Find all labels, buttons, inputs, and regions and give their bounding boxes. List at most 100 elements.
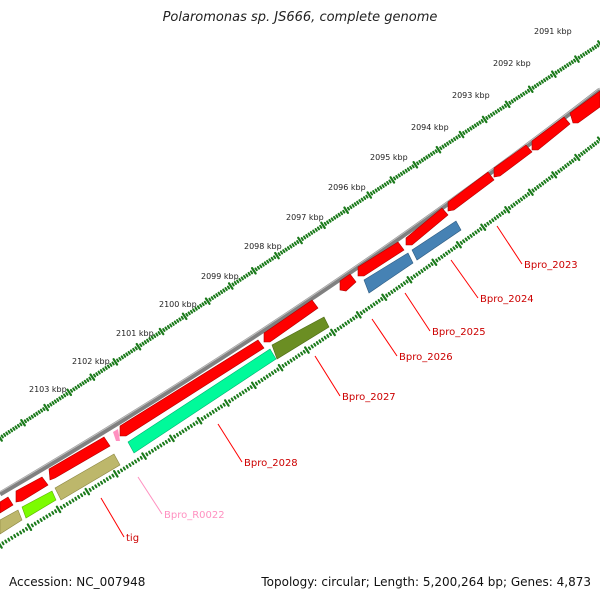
outer-ring-minor-tick — [164, 326, 168, 331]
outer-ring-minor-tick — [319, 224, 323, 229]
outer-ring-minor-tick — [404, 168, 408, 173]
outer-ring-minor-tick — [418, 159, 422, 164]
outer-ring-minor-tick — [51, 401, 55, 405]
inner-ring-minor-tick — [30, 523, 34, 528]
gene-bar-lawngreen[interactable] — [21, 490, 57, 519]
outer-ring-minor-tick — [363, 196, 367, 200]
outer-ring-major-tick — [343, 206, 349, 214]
label-bpro-r0022[interactable]: Bpro_R0022 — [164, 510, 225, 521]
outer-ring-minor-tick — [499, 107, 503, 111]
inner-ring-minor-tick — [175, 432, 180, 437]
connector-bpro-2027 — [314, 355, 341, 397]
outer-ring-minor-tick — [199, 303, 203, 308]
outer-ring-minor-tick — [139, 343, 143, 348]
gene-arrow-bpro-r0022[interactable] — [113, 429, 120, 441]
inner-ring-minor-tick — [536, 185, 540, 189]
gene-arrow-bpro-2028[interactable] — [119, 339, 265, 437]
inner-ring-minor-tick — [181, 429, 185, 434]
outer-ring-minor-tick — [76, 384, 81, 389]
inner-ring-minor-tick — [125, 464, 129, 469]
gene-bar-blue-b[interactable] — [363, 252, 414, 294]
inner-ring-minor-tick — [91, 486, 95, 490]
outer-ring-minor-tick — [109, 363, 113, 367]
gene-bar-blue-a[interactable] — [411, 220, 462, 261]
outer-ring-minor-tick — [510, 99, 514, 104]
inner-ring-minor-tick — [289, 358, 293, 363]
gene-arrow-left-b[interactable] — [15, 476, 49, 503]
inner-ring-minor-tick — [10, 535, 14, 540]
outer-ring-minor-tick — [397, 173, 401, 178]
outer-ring-minor-tick — [123, 353, 127, 358]
gene-bar-khaki-a[interactable] — [54, 453, 121, 501]
label-bpro-2025[interactable]: Bpro_2025 — [432, 327, 486, 338]
outer-ring-major-tick — [297, 236, 303, 245]
inner-ring-minor-tick — [100, 480, 104, 485]
inner-ring-minor-tick — [313, 342, 317, 347]
outer-ring-minor-tick — [416, 161, 420, 166]
inner-ring-minor-tick — [420, 269, 424, 273]
outer-ring-minor-tick — [16, 423, 21, 428]
outer-ring-minor-tick — [231, 282, 235, 287]
outer-ring-minor-tick — [99, 369, 104, 373]
label-bpro-2028[interactable]: Bpro_2028 — [244, 458, 298, 469]
outer-ring-minor-tick — [208, 297, 212, 302]
outer-ring-minor-tick — [487, 114, 491, 119]
outer-ring-minor-tick — [5, 431, 9, 436]
inner-ring-minor-tick — [318, 339, 322, 344]
gene-arrow-bpro-2023-a[interactable] — [569, 90, 600, 124]
outer-ring-minor-tick — [215, 293, 219, 297]
inner-ring-minor-tick — [491, 218, 495, 223]
inner-ring-minor-tick — [346, 320, 351, 324]
outer-ring-minor-tick — [35, 411, 39, 416]
connector-bpro-2023 — [496, 225, 523, 265]
inner-ring-minor-tick — [51, 511, 55, 515]
outer-ring-minor-tick — [187, 311, 191, 316]
gene-arrow-bpro-2023-b[interactable] — [531, 116, 571, 151]
inner-ring-minor-tick — [189, 424, 193, 428]
inner-ring-minor-tick — [270, 371, 275, 375]
label-bpro-2023[interactable]: Bpro_2023 — [524, 260, 578, 271]
label-bpro-2027[interactable]: Bpro_2027 — [342, 392, 396, 403]
gene-bar-olive[interactable] — [271, 316, 330, 360]
outer-ring-minor-tick — [26, 417, 30, 422]
inner-ring-minor-tick — [372, 302, 376, 307]
outer-ring-minor-tick — [573, 58, 577, 63]
outer-ring-major-tick — [435, 145, 442, 154]
outer-ring-minor-tick — [485, 116, 489, 120]
outer-ring-minor-tick — [351, 203, 355, 208]
outer-ring-minor-tick — [201, 302, 205, 307]
inner-ring-minor-tick — [310, 344, 314, 349]
outer-ring-minor-tick — [256, 265, 261, 270]
inner-ring-minor-tick — [519, 197, 523, 202]
inner-ring-major-tick — [251, 381, 257, 390]
inner-ring-minor-tick — [589, 145, 593, 149]
outer-ring-minor-tick — [577, 55, 581, 60]
gene-arrow-bpro-2023-c[interactable] — [493, 144, 533, 178]
inner-ring-minor-tick — [323, 335, 327, 340]
gene-arrow-bpro-2025[interactable] — [357, 241, 405, 277]
gene-arrow-bpro-2026[interactable] — [339, 273, 357, 292]
gene-arrow-left-c[interactable] — [0, 496, 14, 514]
outer-ring-minor-tick — [423, 156, 427, 161]
outer-ring-minor-tick — [240, 276, 244, 281]
inner-ring-minor-tick — [430, 262, 434, 266]
outer-ring-minor-tick — [261, 262, 265, 267]
label-tig[interactable]: tig — [126, 533, 139, 544]
inner-ring-minor-tick — [447, 249, 451, 254]
gene-arrow-bpro-2023[interactable] — [447, 171, 495, 212]
gene-arrow-bpro-2027[interactable] — [263, 299, 319, 343]
gene-bar-springgreen[interactable] — [127, 348, 277, 454]
outer-ring-minor-tick — [106, 364, 111, 369]
outer-ring-minor-tick — [185, 312, 189, 317]
label-bpro-2024[interactable]: Bpro_2024 — [480, 294, 534, 305]
gene-arrow-left-a[interactable] — [48, 436, 111, 481]
gene-arrow-bpro-2024[interactable] — [405, 207, 449, 246]
connector-bpro-2025 — [404, 292, 431, 332]
label-bpro-2026[interactable]: Bpro_2026 — [399, 352, 453, 363]
gene-bar-khaki-b[interactable] — [0, 509, 23, 535]
inner-ring-minor-tick — [412, 274, 417, 279]
outer-ring-minor-tick — [543, 78, 547, 83]
outer-ring-minor-tick — [189, 309, 194, 314]
inner-ring-minor-tick — [148, 450, 152, 455]
inner-ring-minor-tick — [550, 174, 554, 179]
